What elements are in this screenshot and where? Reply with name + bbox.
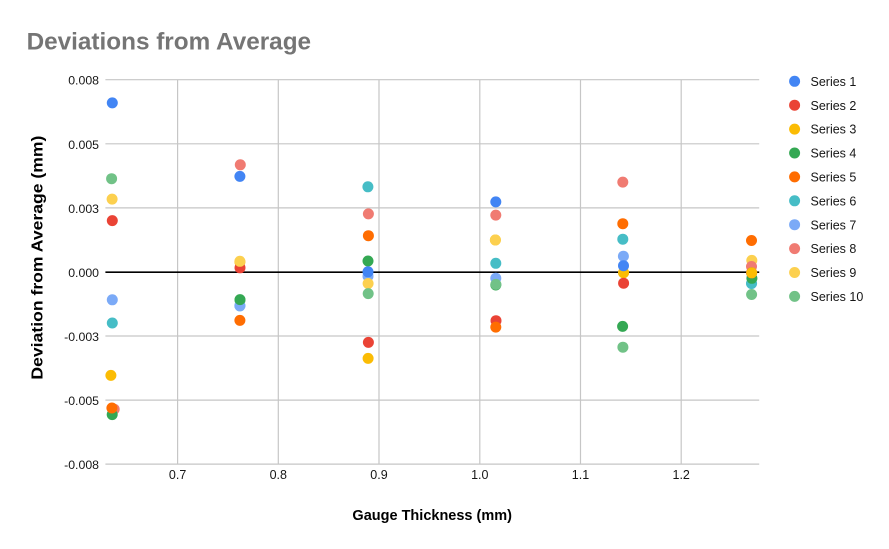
- svg-text:Deviation from Average (mm): Deviation from Average (mm): [30, 136, 47, 380]
- svg-text:Series 8: Series 8: [811, 242, 857, 256]
- svg-text:Series 6: Series 6: [811, 194, 857, 208]
- svg-text:-0.005: -0.005: [64, 394, 99, 408]
- svg-text:0.005: 0.005: [68, 138, 99, 152]
- svg-text:Series 5: Series 5: [811, 171, 857, 185]
- svg-text:0.9: 0.9: [370, 468, 387, 482]
- svg-text:1.2: 1.2: [673, 468, 690, 482]
- svg-text:Series 10: Series 10: [811, 290, 864, 304]
- svg-text:Series 3: Series 3: [811, 123, 857, 137]
- svg-text:Series 2: Series 2: [811, 99, 857, 113]
- svg-text:0.008: 0.008: [68, 74, 99, 88]
- svg-text:1.1: 1.1: [572, 468, 589, 482]
- svg-text:Series 9: Series 9: [811, 266, 857, 280]
- svg-text:1.0: 1.0: [471, 468, 488, 482]
- svg-text:Series 4: Series 4: [811, 147, 857, 161]
- svg-text:0.8: 0.8: [270, 468, 287, 482]
- svg-text:Gauge Thickness (mm): Gauge Thickness (mm): [352, 508, 512, 524]
- svg-text:Deviations from Average: Deviations from Average: [27, 28, 311, 55]
- svg-text:Series 1: Series 1: [811, 75, 857, 89]
- svg-text:0.7: 0.7: [169, 468, 186, 482]
- svg-text:-0.008: -0.008: [64, 458, 99, 472]
- svg-text:0.000: 0.000: [68, 266, 99, 280]
- svg-text:0.003: 0.003: [68, 202, 99, 216]
- svg-text:Series 7: Series 7: [811, 218, 857, 232]
- svg-text:-0.003: -0.003: [64, 330, 99, 344]
